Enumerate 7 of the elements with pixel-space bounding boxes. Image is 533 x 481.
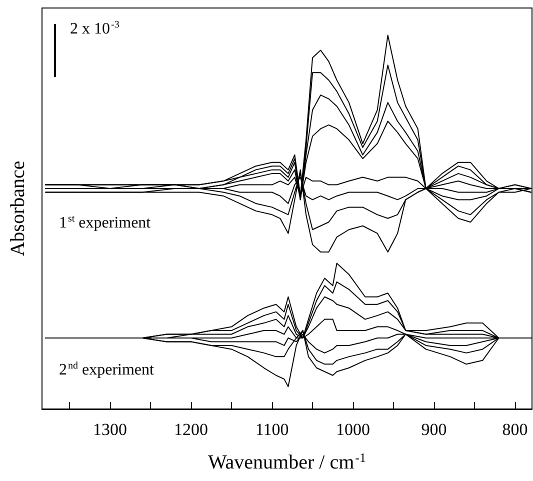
x-tick-label: 1200 — [174, 420, 208, 439]
x-tick-label: 900 — [421, 420, 447, 439]
y-axis-title: Absorbance — [7, 160, 29, 256]
x-tick-label: 800 — [502, 420, 528, 439]
x-tick-label: 1000 — [336, 420, 370, 439]
x-tick-label: 1100 — [255, 420, 289, 439]
x-tick-label: 1300 — [93, 420, 128, 439]
